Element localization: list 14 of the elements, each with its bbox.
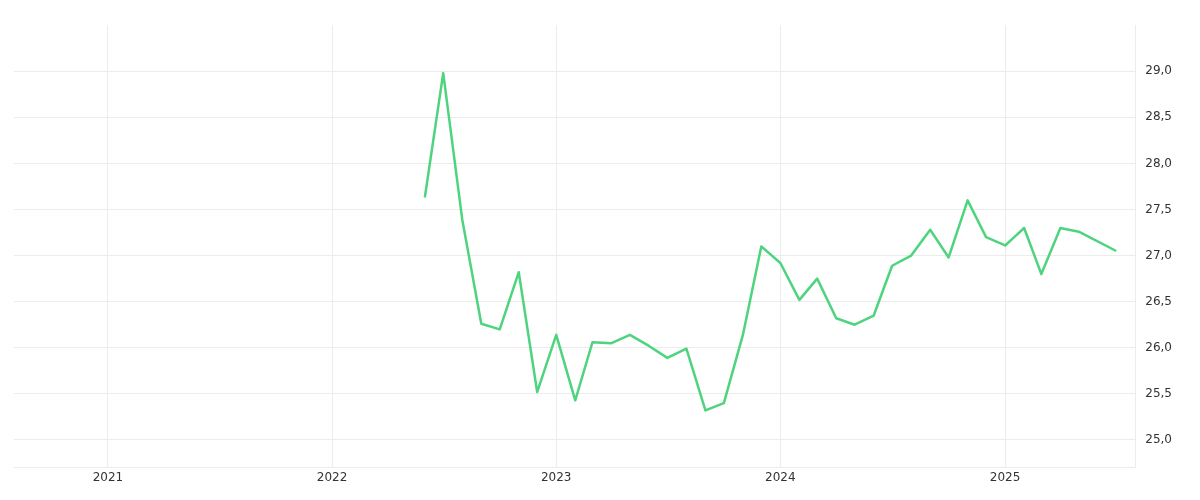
y-tick-label: 28,5 xyxy=(1145,109,1172,124)
x-tick-label: 2025 xyxy=(989,469,1021,484)
y-tick-label: 28,0 xyxy=(1145,155,1172,170)
y-tick-label: 26,5 xyxy=(1145,293,1172,308)
x-tick-label: 2024 xyxy=(765,469,796,484)
y-tick-label: 26,0 xyxy=(1145,339,1172,354)
x-tick-label: 2022 xyxy=(316,469,348,484)
x-tick-label: 2021 xyxy=(92,469,124,484)
x-tick-label: 2023 xyxy=(540,469,572,484)
y-tick-label: 25,5 xyxy=(1145,385,1172,400)
y-tick-label: 29,0 xyxy=(1145,63,1172,78)
y-tick-label: 27,0 xyxy=(1145,247,1172,262)
y-tick-label: 25,0 xyxy=(1145,432,1172,447)
y-tick-label: 27,5 xyxy=(1145,201,1172,216)
